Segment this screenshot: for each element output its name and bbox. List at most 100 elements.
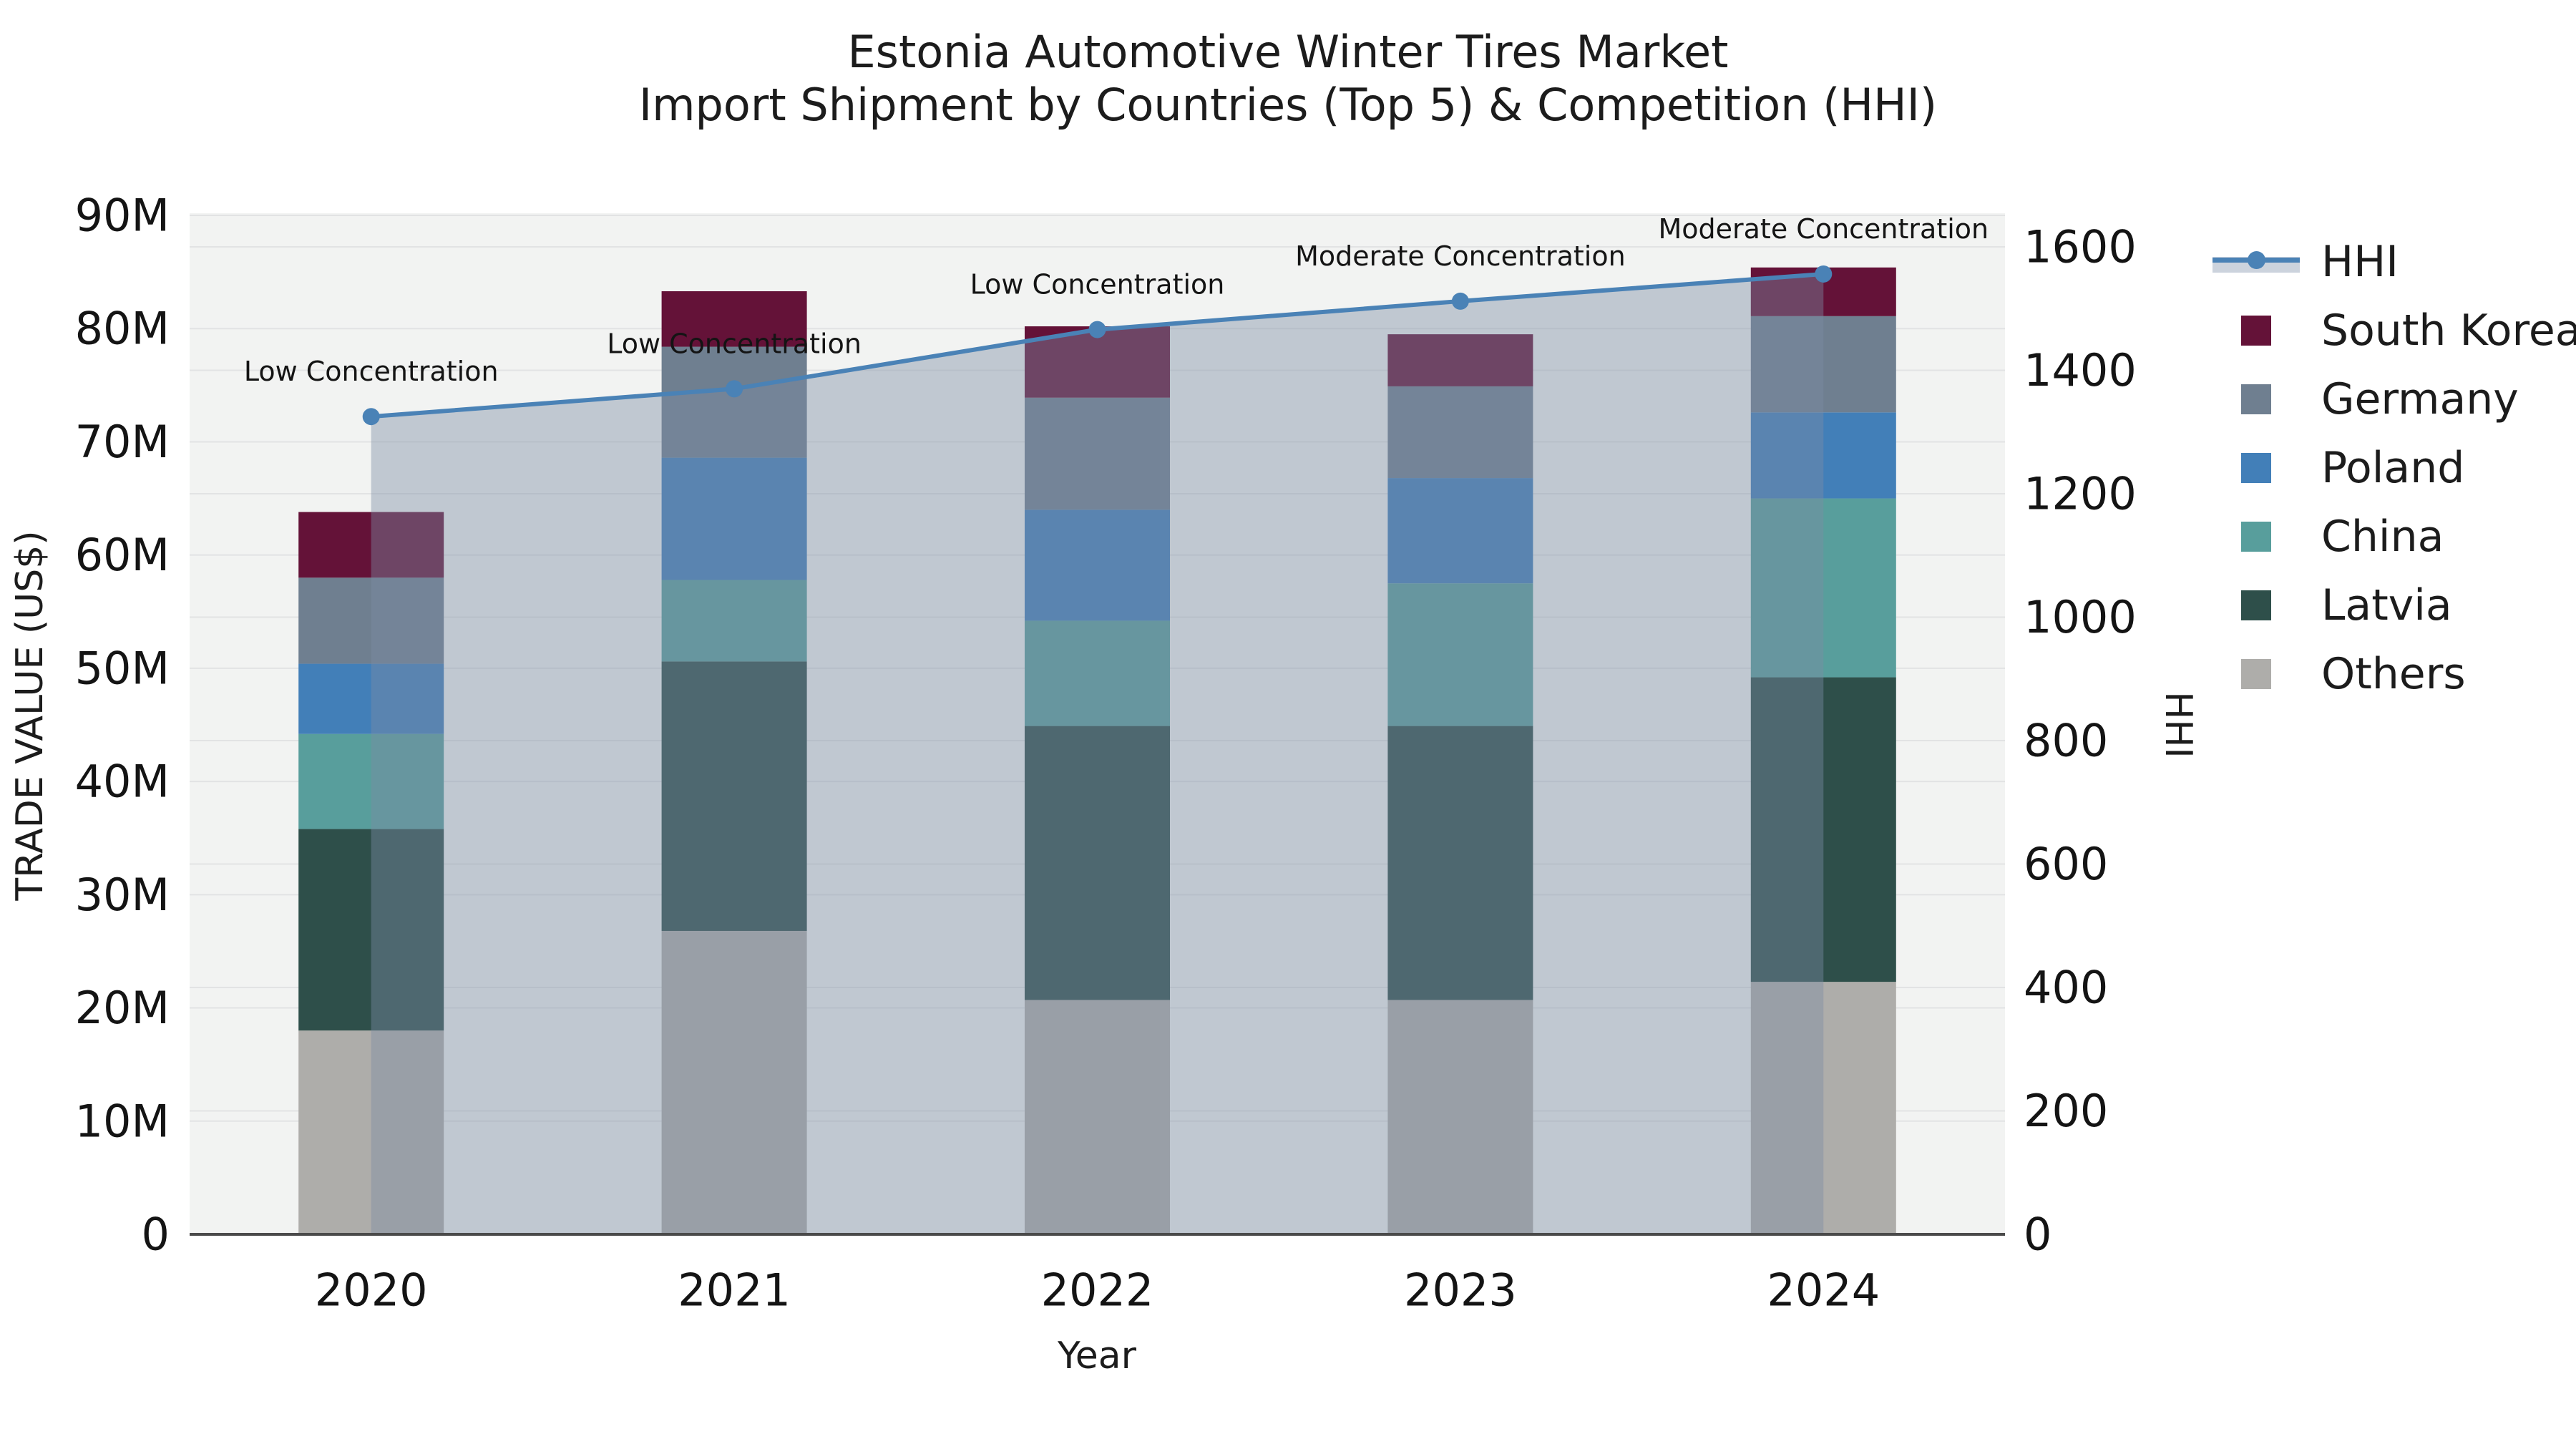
hhi-marker-2022 (1088, 321, 1106, 338)
y-right-tick-label: 600 (2024, 838, 2108, 890)
legend-label-south-korea: South Korea (2321, 306, 2576, 356)
bar-segment-others-2022 (1025, 1000, 1170, 1234)
bar-segment-poland-2022 (1025, 509, 1170, 621)
legend-item-hhi[interactable]: HHI (2212, 228, 2576, 296)
legend-swatch-zone (2212, 453, 2300, 483)
y-right-tick-label: 0 (2024, 1209, 2051, 1261)
y-right-axis-title: HHI (2157, 691, 2200, 758)
y-right-tick-label: 1000 (2024, 591, 2137, 643)
bar-segment-latvia-2024 (1750, 677, 1896, 982)
y-right-tick-label: 1400 (2024, 344, 2137, 396)
bar-segment-latvia-2023 (1387, 726, 1533, 1000)
bar-segment-china-2024 (1750, 498, 1896, 678)
bar-segment-others-2020 (298, 1030, 444, 1234)
legend-color-swatch-germany (2241, 384, 2271, 414)
annotation-2022: Low Concentration (970, 269, 1225, 301)
legend-swatch-zone (2212, 659, 2300, 689)
bar-segment-south-korea-2021 (661, 291, 807, 347)
legend: HHI South Korea Germany Poland China Latvia Ot… (2212, 228, 2576, 708)
y-left-tick-label: 30M (75, 869, 170, 921)
legend-swatch-zone (2212, 248, 2300, 276)
hhi-marker-2021 (726, 380, 743, 398)
legend-color-swatch-others (2241, 659, 2271, 689)
legend-item-germany[interactable]: Germany (2212, 365, 2576, 434)
legend-swatch-zone (2212, 316, 2300, 346)
bar-segment-china-2020 (298, 733, 444, 829)
y-left-tick-label: 50M (75, 642, 170, 694)
legend-swatch-zone (2212, 590, 2300, 620)
legend-swatch-zone (2212, 384, 2300, 414)
y-right-tick-label: 1200 (2024, 468, 2137, 520)
bar-segment-china-2021 (661, 580, 807, 662)
legend-label-germany: Germany (2321, 374, 2519, 424)
y-right-tick-label: 1600 (2024, 221, 2137, 273)
bar-segment-poland-2020 (298, 663, 444, 734)
legend-item-china[interactable]: China (2212, 502, 2576, 571)
legend-color-swatch-latvia (2241, 590, 2271, 620)
bar-segment-latvia-2021 (661, 661, 807, 931)
legend-label-hhi: HHI (2321, 237, 2399, 287)
y-left-tick-label: 40M (75, 756, 170, 808)
legend-item-latvia[interactable]: Latvia (2212, 571, 2576, 640)
legend-item-poland[interactable]: Poland (2212, 434, 2576, 502)
bar-segment-poland-2021 (661, 457, 807, 580)
annotation-2020: Low Concentration (244, 356, 499, 387)
legend-swatch-zone (2212, 522, 2300, 552)
bar-segment-poland-2023 (1387, 478, 1533, 584)
y-left-tick-label: 10M (75, 1095, 170, 1147)
x-tick-label-2024: 2024 (1767, 1264, 1880, 1316)
y-left-tick-label: 70M (75, 416, 170, 468)
x-tick-label-2022: 2022 (1041, 1264, 1154, 1316)
bar-segment-china-2023 (1387, 583, 1533, 726)
annotation-2023: Moderate Concentration (1295, 240, 1626, 272)
chart-title-line-2: Import Shipment by Countries (Top 5) & C… (638, 79, 1938, 131)
legend-label-others: Others (2321, 649, 2466, 699)
x-tick-label-2021: 2021 (678, 1264, 791, 1316)
bar-segment-latvia-2022 (1025, 726, 1170, 1000)
bar-segment-china-2022 (1025, 620, 1170, 726)
y-left-tick-label: 90M (75, 190, 170, 242)
y-right-tick-label: 200 (2024, 1085, 2108, 1137)
hhi-marker-2020 (362, 408, 380, 426)
bar-segment-others-2023 (1387, 1000, 1533, 1234)
hhi-line-swatch-icon (2212, 248, 2300, 276)
bar-segment-latvia-2020 (298, 829, 444, 1031)
bar-segment-others-2024 (1750, 982, 1896, 1234)
y-left-axis-title: TRADE VALUE (US$) (9, 530, 52, 901)
bar-segment-others-2021 (661, 930, 807, 1234)
bar-segment-germany-2020 (298, 577, 444, 664)
hhi-swatch-dot (2248, 251, 2265, 269)
chart-title-line-1: Estonia Automotive Winter Tires Market (847, 26, 1729, 78)
y-left-tick-label: 0 (142, 1209, 170, 1261)
x-tick-label-2020: 2020 (315, 1264, 428, 1316)
x-tick-label-2023: 2023 (1404, 1264, 1517, 1316)
legend-color-swatch-china (2241, 522, 2271, 552)
legend-item-others[interactable]: Others (2212, 640, 2576, 708)
hhi-marker-2023 (1451, 292, 1469, 310)
hhi-area-fill (371, 273, 1824, 1235)
bar-segment-germany-2021 (661, 346, 807, 458)
bar-segment-south-korea-2020 (298, 512, 444, 578)
legend-color-swatch-poland (2241, 453, 2271, 483)
x-axis-title: Year (1057, 1335, 1137, 1377)
bar-segment-south-korea-2023 (1387, 334, 1533, 386)
bar-segment-germany-2023 (1387, 386, 1533, 479)
annotation-2021: Low Concentration (607, 328, 862, 359)
bar-segment-poland-2024 (1750, 412, 1896, 499)
y-right-tick-label: 800 (2024, 715, 2108, 767)
y-right-tick-label: 400 (2024, 962, 2108, 1014)
bar-segment-germany-2022 (1025, 397, 1170, 510)
bar-segment-germany-2024 (1750, 316, 1896, 413)
legend-color-swatch-south-korea (2241, 316, 2271, 346)
hhi-marker-2024 (1815, 265, 1833, 283)
y-left-tick-label: 60M (75, 529, 170, 581)
stacked-bars (298, 267, 1896, 1234)
legend-item-south-korea[interactable]: South Korea (2212, 296, 2576, 365)
y-left-tick-label: 20M (75, 982, 170, 1034)
legend-label-latvia: Latvia (2321, 580, 2452, 630)
legend-label-china: China (2321, 512, 2444, 562)
legend-label-poland: Poland (2321, 443, 2465, 493)
annotation-2024: Moderate Concentration (1658, 213, 1989, 245)
